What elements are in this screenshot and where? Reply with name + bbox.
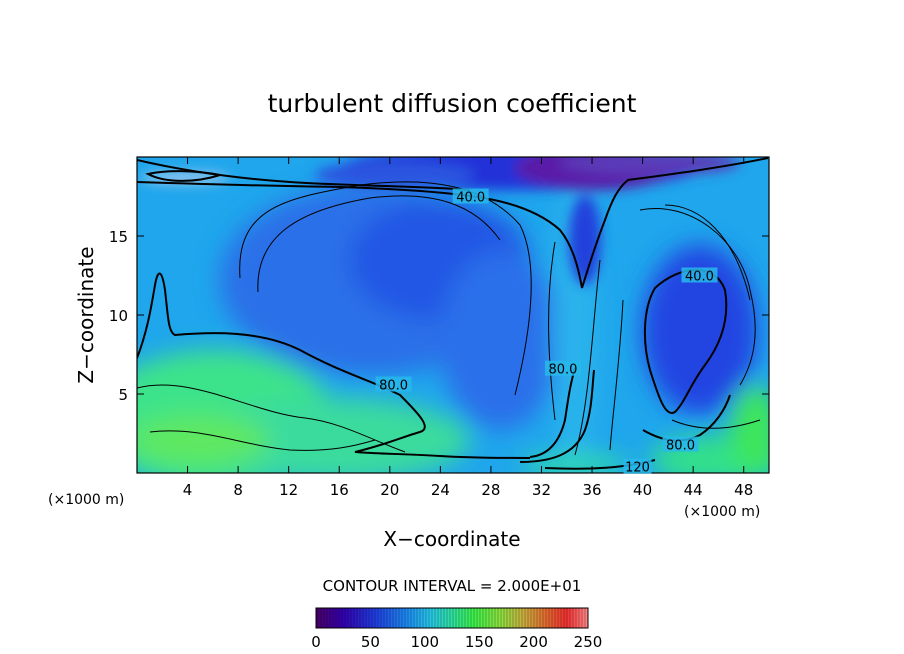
contour-label: 80.0 [375, 376, 412, 394]
x-unit-right: (×1000 m) [684, 504, 760, 520]
contour-label: 80.0 [662, 436, 699, 454]
x-tick-label: 24 [431, 481, 450, 499]
x-tick-label: 48 [734, 481, 753, 499]
contour-label-text: 40.0 [685, 270, 714, 285]
x-tick-label: 4 [183, 481, 193, 499]
contour-label-text: 80.0 [548, 363, 577, 378]
contour-label-text: 80.0 [379, 379, 408, 394]
contour-label-bg [375, 376, 412, 392]
contour-field [137, 157, 769, 473]
x-tick-label: 20 [380, 481, 399, 499]
contour-label: 80.0 [544, 360, 581, 378]
contour-interval-text: CONTOUR INTERVAL = 2.000E+01 [323, 577, 582, 595]
colorbar-tick-label: 150 [465, 633, 494, 651]
y-tick-labels: 5 10 15 [109, 228, 128, 404]
x-tick-label: 40 [633, 481, 652, 499]
colorbar-tick-label: 250 [574, 633, 603, 651]
colorbar [315, 607, 589, 629]
contour-label-bg [544, 360, 581, 376]
x-tick-label: 32 [532, 481, 551, 499]
x-tick-label: 8 [233, 481, 243, 499]
contour-label-bg [662, 436, 699, 452]
contour-labels: 40.0 40.0 80.0 80.0 80.0 120 [375, 188, 718, 476]
contour-label-text: 80.0 [666, 439, 695, 454]
y-tick-label: 15 [109, 228, 128, 246]
colorbar-tick-label: 50 [361, 633, 380, 651]
contour-label: 120 [623, 458, 652, 476]
x-tick-label: 28 [481, 481, 500, 499]
x-tick-label: 44 [684, 481, 703, 499]
x-tick-labels: 4 8 12 16 20 24 28 32 36 40 44 48 [183, 481, 753, 499]
x-tick-label: 16 [330, 481, 349, 499]
x-unit-left: (×1000 m) [48, 492, 124, 508]
contour-label-text: 40.0 [456, 191, 485, 206]
contour-label-text: 120 [625, 461, 650, 476]
contour-label-bg [681, 267, 718, 283]
x-tick-label: 12 [279, 481, 298, 499]
contour-label-bg [623, 458, 652, 474]
chart-title: turbulent diffusion coefficient [268, 89, 637, 118]
colorbar-tick-labels: 0 50 100 150 200 250 [311, 633, 602, 651]
colorbar-tick-label: 200 [519, 633, 548, 651]
x-tick-label: 36 [582, 481, 601, 499]
contour-label: 40.0 [681, 267, 718, 285]
y-tick-label: 10 [109, 307, 128, 325]
contour-label-bg [452, 188, 489, 204]
y-axis-label: Z−coordinate [74, 246, 98, 383]
contour-label: 40.0 [452, 188, 489, 206]
colorbar-tick-label: 100 [410, 633, 439, 651]
colorbar-tick-label: 0 [311, 633, 321, 651]
y-tick-label: 5 [118, 386, 128, 404]
x-axis-label: X−coordinate [383, 527, 520, 551]
